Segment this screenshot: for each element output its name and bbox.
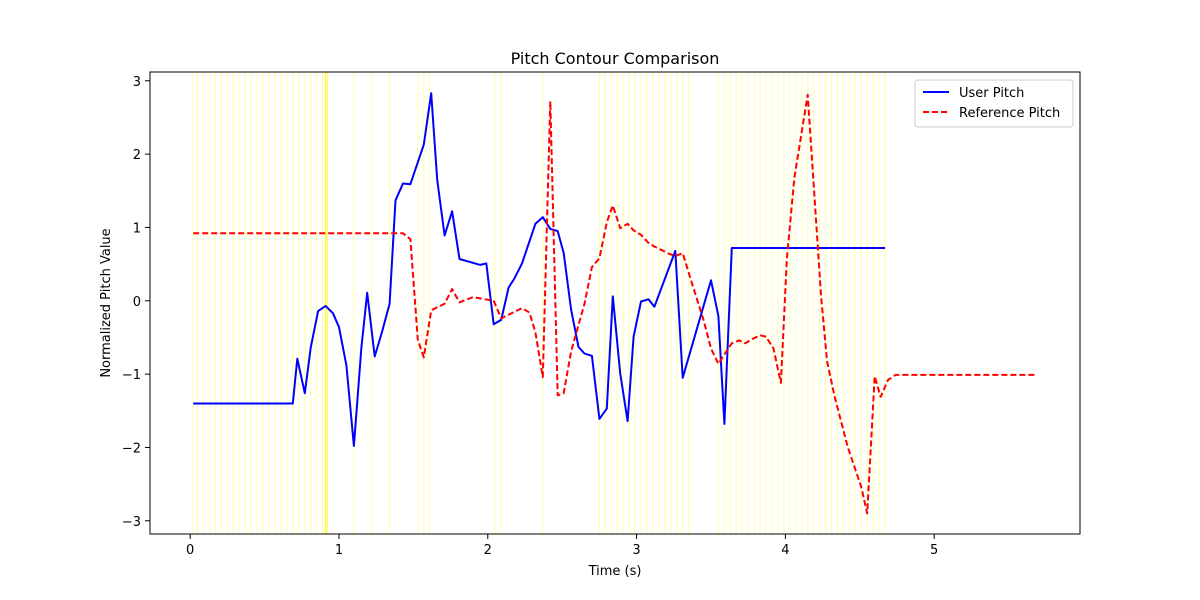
- legend-label-user-pitch: User Pitch: [959, 86, 1024, 101]
- plot-frame: [149, 71, 1081, 535]
- series-line-reference-pitch: [193, 93, 1036, 515]
- x-axis: 0 1 2 3 4 5: [186, 534, 938, 558]
- x-tick-label: 0: [186, 543, 194, 558]
- y-tick-label: −1: [122, 368, 141, 383]
- y-tick-label: 0: [133, 295, 141, 310]
- x-tick-label: 4: [781, 543, 789, 558]
- legend-box: [914, 79, 1074, 128]
- x-axis-label: Time (s): [588, 564, 642, 579]
- y-axis-label: Normalized Pitch Value: [99, 228, 114, 377]
- y-tick-label: −2: [122, 441, 141, 456]
- x-tick-label: 3: [632, 543, 640, 558]
- chart-title: Pitch Contour Comparison: [511, 49, 720, 68]
- y-axis: −3 −2 −1 0 1 2 3: [122, 75, 150, 530]
- y-tick-label: 1: [133, 221, 141, 236]
- x-tick-label: 5: [930, 543, 938, 558]
- legend-label-reference-pitch: Reference Pitch: [959, 106, 1060, 121]
- y-tick-label: 3: [133, 75, 141, 90]
- x-tick-label: 1: [335, 543, 343, 558]
- legend: User Pitch Reference Pitch: [914, 79, 1074, 128]
- series-line-user-pitch: [193, 92, 886, 447]
- y-tick-label: 2: [133, 148, 141, 163]
- highlight-lines: [192, 72, 886, 534]
- x-tick-label: 2: [484, 543, 492, 558]
- y-tick-label: −3: [122, 515, 141, 530]
- series-layer: [193, 92, 1036, 515]
